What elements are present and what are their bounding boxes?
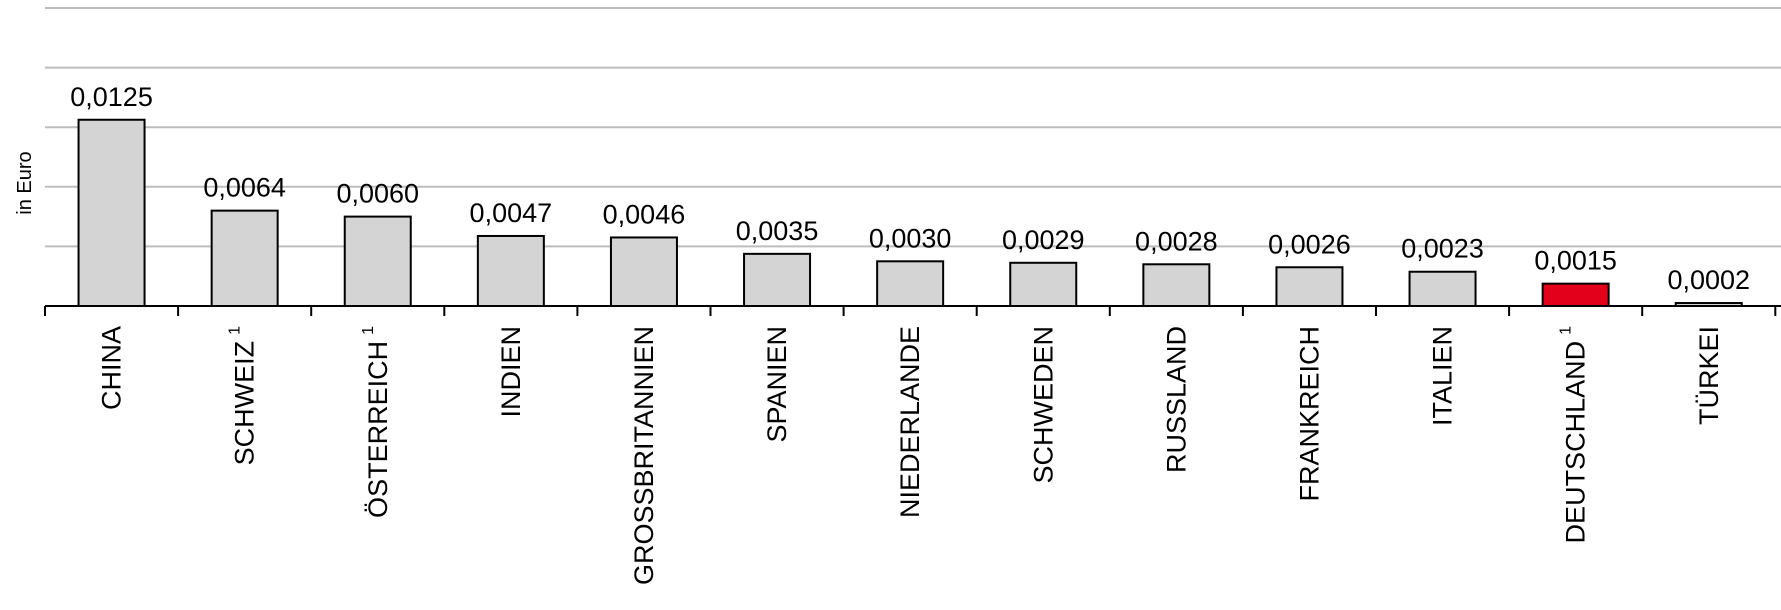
category-label: TÜRKEI [1694,326,1724,425]
category-label: FRANKREICH [1294,326,1324,502]
value-label: 0,0015 [1534,246,1617,276]
value-label: 0,0029 [1002,225,1085,255]
x-axis [44,305,1781,316]
value-label: 0,0046 [603,199,686,229]
category-labels: CHINA SCHWEIZ1 ÖSTERREICH1 INDIEN GROSSBRITA… [97,326,1724,585]
category-label: DEUTSCHLAND1 [1557,326,1591,544]
value-label: 0,0026 [1268,229,1351,259]
category-label: RUSSLAND [1161,326,1191,473]
category-label: NIEDERLANDE [895,326,925,518]
bar-grossbritannien [609,236,678,308]
category-label: ITALIEN [1428,326,1458,426]
category-label: GROSSBRITANNIEN [629,326,659,585]
category-label: SCHWEDEN [1028,326,1058,484]
bar-schweden [1009,261,1078,308]
value-label: 0,0028 [1135,226,1218,256]
value-label: 0,0047 [470,198,553,228]
bar-spanien [743,252,812,308]
category-label: SCHWEIZ1 [226,326,260,466]
value-labels: 0,0125 0,0064 0,0060 0,0047 0,0046 0,0035 0,00… [70,82,1750,295]
category-label: SPANIEN [762,326,792,443]
bar-österreich [343,215,412,308]
bar-niederlande [876,260,945,307]
bar-indien [476,234,545,307]
category-label: ÖSTERREICH1 [359,326,393,518]
value-label: 0,0060 [336,179,419,209]
bar-italien [1408,270,1477,308]
value-label: 0,0125 [70,82,153,112]
bar-china [77,118,146,307]
bar-frankreich [1275,266,1344,308]
bar-schweiz [210,209,279,307]
gridlines [45,7,1781,248]
bar-russland [1142,263,1211,307]
value-label: 0,0064 [203,173,286,203]
bar-deutschland [1541,282,1610,307]
value-label: 0,0023 [1401,234,1484,264]
value-label: 0,0035 [736,216,819,246]
value-label: 0,0002 [1667,265,1750,295]
bars [77,118,1743,308]
value-label: 0,0030 [869,223,952,253]
y-axis-title: in Euro [14,151,36,214]
category-label: CHINA [97,326,127,410]
category-label: INDIEN [496,326,526,418]
